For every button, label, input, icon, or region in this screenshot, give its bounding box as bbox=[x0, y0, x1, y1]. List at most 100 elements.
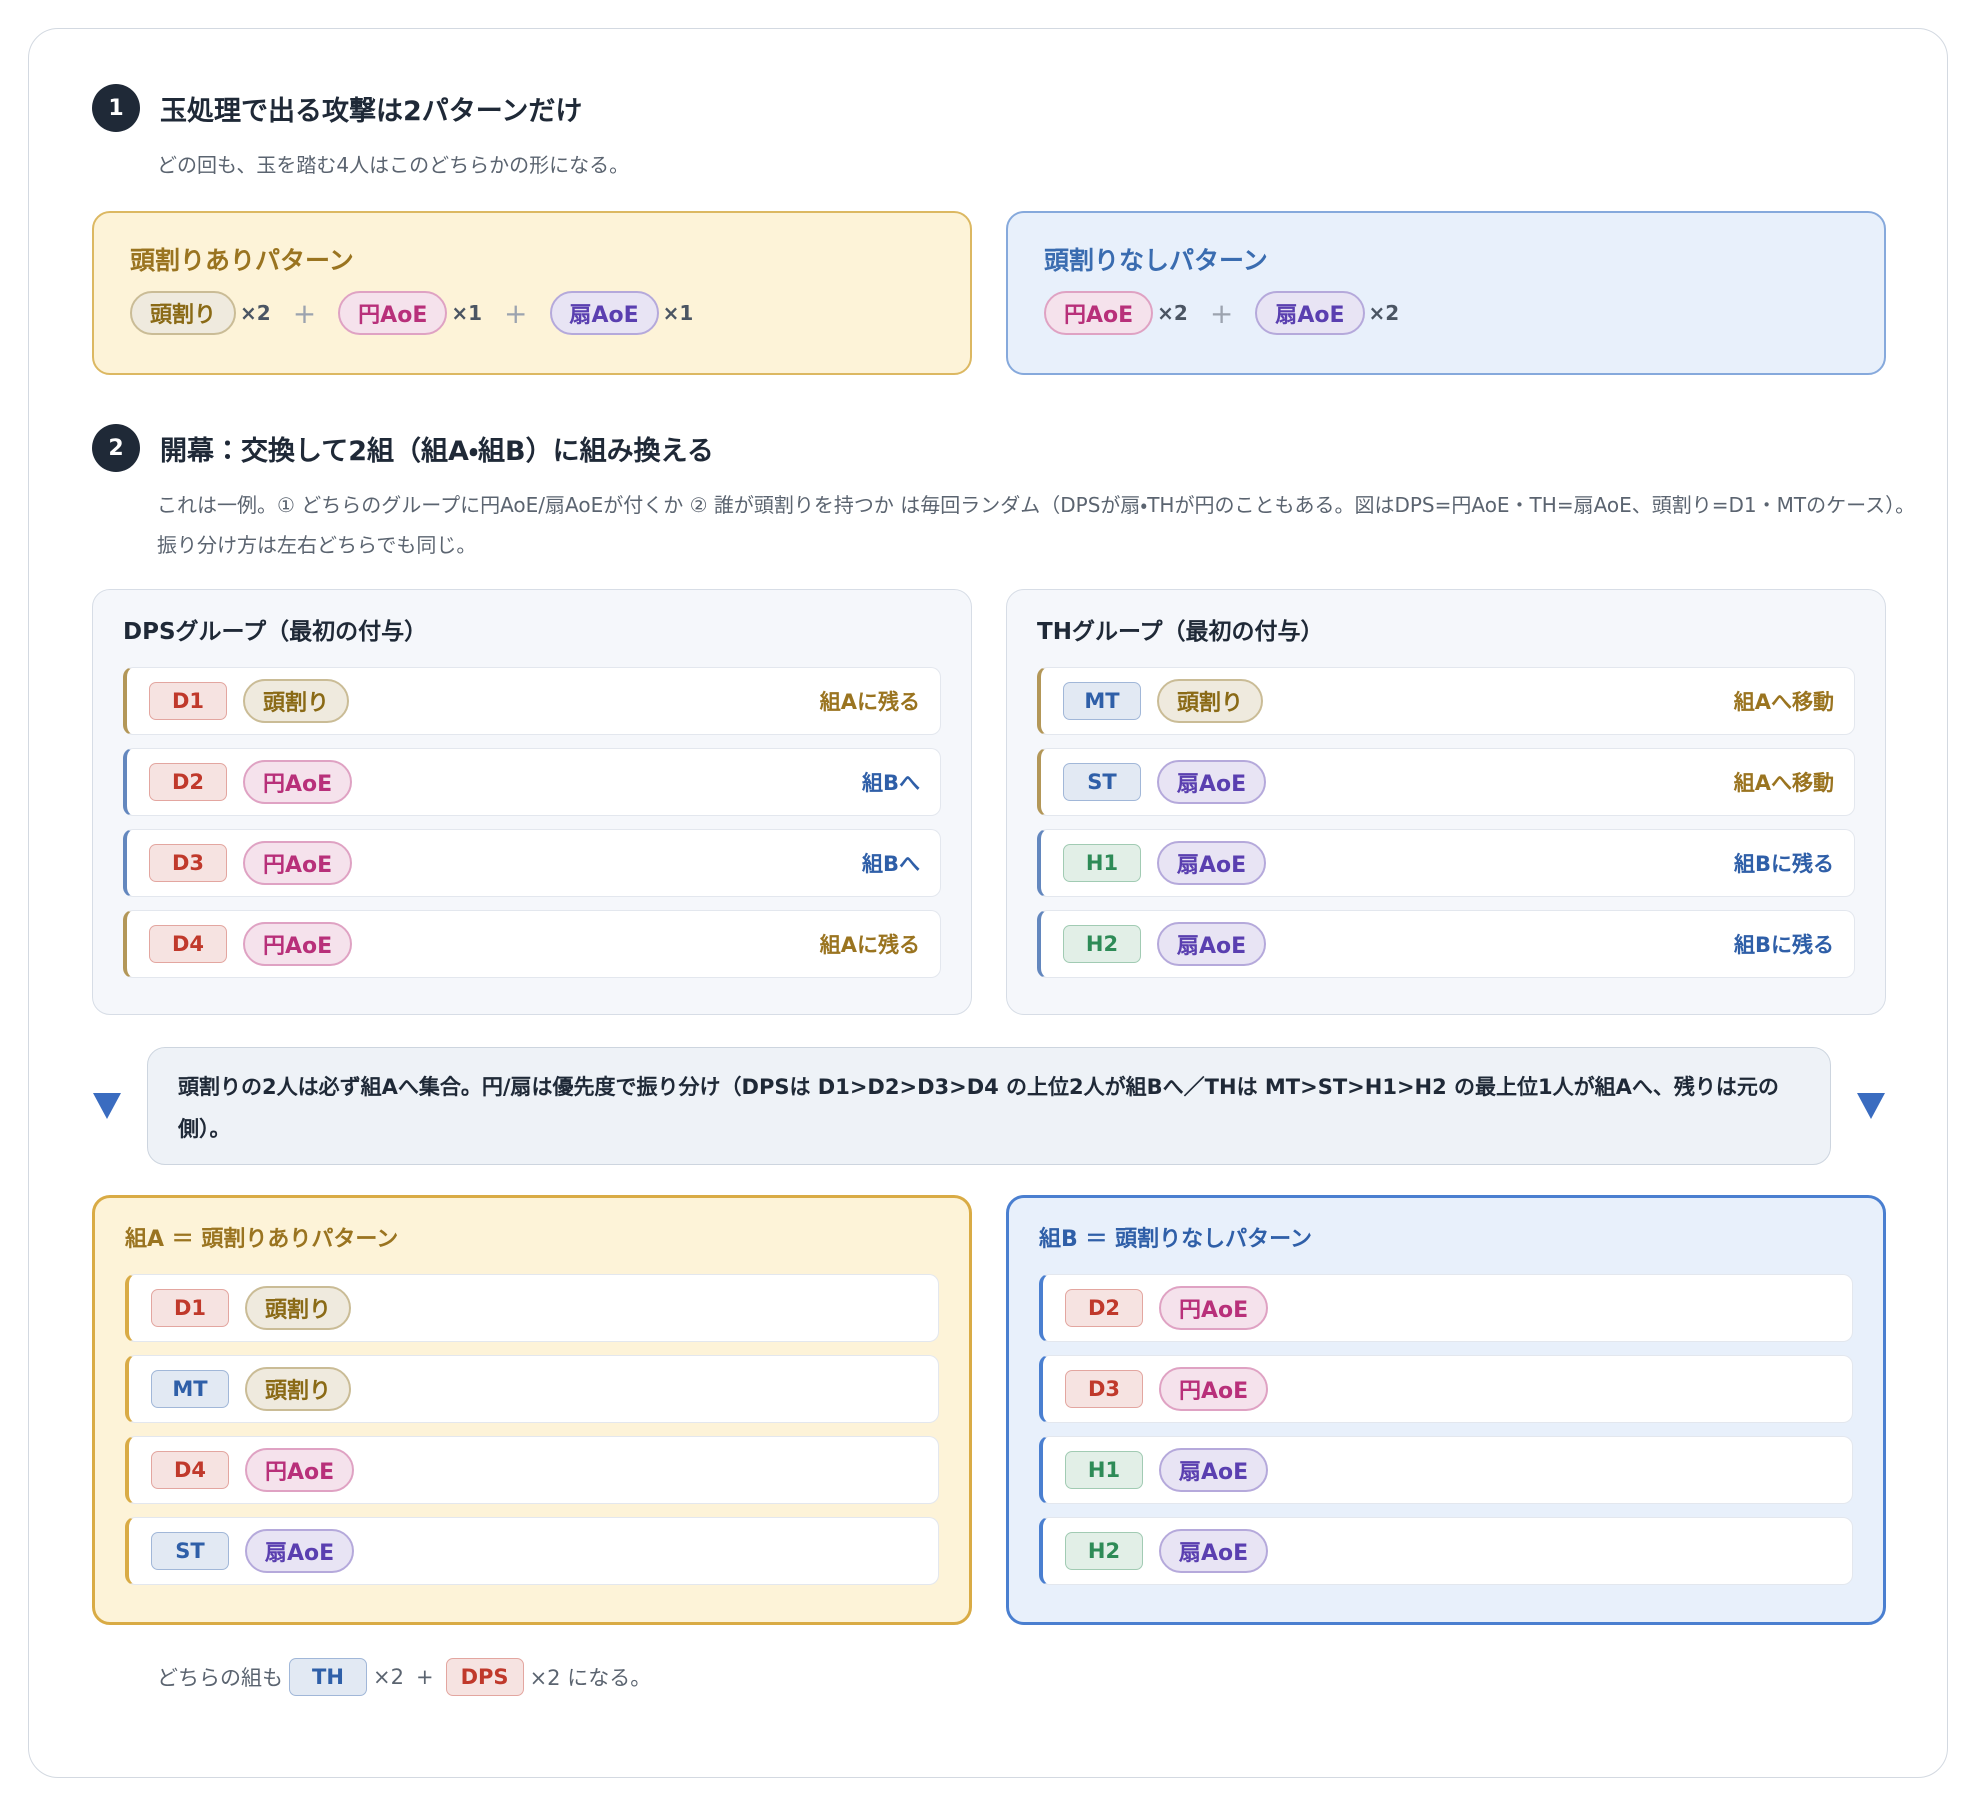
role-badge: H2 bbox=[1065, 1532, 1143, 1570]
tag-pill: 頭割り bbox=[130, 291, 237, 335]
assignment-row: H2 扇AoE 組Bに残る bbox=[1037, 910, 1855, 978]
role-badge: ST bbox=[1063, 763, 1141, 801]
role-badge: H2 bbox=[1063, 925, 1141, 963]
tag-pill: 円AoE bbox=[243, 922, 353, 966]
action-label: 組Bに残る bbox=[1733, 933, 1834, 957]
role-badge: TH bbox=[289, 1657, 367, 1696]
role-badge: D1 bbox=[149, 682, 227, 720]
arrow-left bbox=[93, 1093, 121, 1119]
action-label: 組Bに残る bbox=[1733, 852, 1834, 876]
count: ×1 bbox=[451, 301, 483, 325]
assignment-row: D4 円AoE 組Aに残る bbox=[123, 910, 941, 978]
role-badge: ST bbox=[151, 1532, 229, 1570]
action-label: 組Aへ移動 bbox=[1733, 690, 1834, 714]
role-badge: H1 bbox=[1063, 844, 1141, 882]
group-title: THグループ（最初の付与） bbox=[1037, 619, 1324, 645]
action-label: 組Bへ bbox=[861, 771, 920, 795]
footer-lead: どちらの組も bbox=[157, 1665, 283, 1690]
tag-pill: 円AoE bbox=[1044, 291, 1154, 335]
group-rows: MT 頭割り 組Aへ移動 ST 扇AoE 組Aへ移動 H1 扇AoE 組Bに残る H2 扇AoE 組B… bbox=[1037, 667, 1855, 978]
pattern-card: 頭割りありパターン 頭割り ×2 + 円AoE ×1 + 扇AoE ×1 bbox=[92, 211, 972, 375]
tag-pill: 円AoE bbox=[1159, 1367, 1269, 1411]
section-header: 1 玉処理で出る攻撃は2パターンだけ bbox=[92, 84, 582, 132]
assignment-row: MT 頭割り 組Aへ移動 bbox=[1037, 667, 1855, 735]
pattern-card: 頭割りなしパターン 円AoE ×2 + 扇AoE ×2 bbox=[1006, 211, 1886, 375]
pattern-title: 頭割りありパターン bbox=[130, 246, 354, 275]
role-badge: D4 bbox=[149, 925, 227, 963]
role-badge: D3 bbox=[149, 844, 227, 882]
step-number: 2 bbox=[92, 424, 140, 472]
assignment-row: D1 頭割り 組Aに残る bbox=[123, 667, 941, 735]
count: ×2 bbox=[373, 1664, 404, 1689]
group-rows: D1 頭割り 組Aに残る D2 円AoE 組Bへ D3 円AoE 組Bへ D4 円AoE 組Aに残る bbox=[123, 667, 941, 978]
action-label: 組Aへ移動 bbox=[1733, 771, 1834, 795]
action-label: 組Aに残る bbox=[819, 933, 920, 957]
role-badge: DPS bbox=[445, 1657, 524, 1696]
card: 1 玉処理で出る攻撃は2パターンだけどの回も、玉を踏む4人はこのどちらかの形になる… bbox=[28, 28, 1948, 1778]
assignment-row: D4 円AoE bbox=[125, 1436, 939, 1504]
tag-pill: 扇AoE bbox=[1159, 1448, 1269, 1492]
tag-pill: 頭割り bbox=[243, 679, 350, 723]
assignment-row: D1 頭割り bbox=[125, 1274, 939, 1342]
section-title: 開幕：交換して2組（組A・組B）に組み換える bbox=[160, 435, 714, 467]
plus-sign: + bbox=[415, 1664, 434, 1689]
group-title: DPSグループ（最初の付与） bbox=[123, 619, 428, 645]
pattern-title: 頭割りなしパターン bbox=[1044, 246, 1268, 275]
section-title: 玉処理で出る攻撃は2パターンだけ bbox=[160, 95, 583, 127]
tag-pill: 扇AoE bbox=[1157, 760, 1267, 804]
action-label: 組Bへ bbox=[861, 852, 920, 876]
pattern-formula: 円AoE ×2 + 扇AoE ×2 bbox=[1044, 291, 1848, 335]
assignment-row: MT 頭割り bbox=[125, 1355, 939, 1423]
tag-pill: 扇AoE bbox=[245, 1529, 355, 1573]
role-badge: D1 bbox=[151, 1289, 229, 1327]
team-rows: D2 円AoE D3 円AoE H1 扇AoE H2 扇AoE bbox=[1039, 1274, 1853, 1585]
assignment-row: ST 扇AoE bbox=[125, 1517, 939, 1585]
role-badge: MT bbox=[151, 1370, 229, 1408]
count: ×2 bbox=[240, 301, 271, 325]
team-title: 組A ＝ 頭割りありパターン bbox=[125, 1227, 399, 1252]
tag-pill: 頭割り bbox=[245, 1367, 352, 1411]
role-badge: D3 bbox=[1065, 1370, 1143, 1408]
section-note: これは一例。① どちらのグループに円AoE/扇AoEが付くか ② 誰が頭割りを持… bbox=[157, 493, 1916, 557]
tag-pill: 頭割り bbox=[1157, 679, 1264, 723]
assignment-row: H1 扇AoE 組Bに残る bbox=[1037, 829, 1855, 897]
rule-note: 頭割りの2人は必ず組Aへ集合。円/扇は優先度で振り分け（DPSは D1>D2>D… bbox=[147, 1047, 1831, 1165]
tag-pill: 扇AoE bbox=[1159, 1529, 1269, 1573]
group-card: THグループ（最初の付与） MT 頭割り 組Aへ移動 ST 扇AoE 組Aへ移動 H1 扇AoE… bbox=[1006, 589, 1886, 1015]
group-card: DPSグループ（最初の付与） D1 頭割り 組Aに残る D2 円AoE 組Bへ D3 円AoE 組… bbox=[92, 589, 972, 1015]
assignment-row: H1 扇AoE bbox=[1039, 1436, 1853, 1504]
tag-pill: 扇AoE bbox=[1255, 291, 1365, 335]
team-rows: D1 頭割り MT 頭割り D4 円AoE ST 扇AoE bbox=[125, 1274, 939, 1585]
count: ×1 bbox=[662, 301, 694, 325]
count: ×2 bbox=[1368, 301, 1400, 325]
role-badge: MT bbox=[1063, 682, 1141, 720]
role-badge: H1 bbox=[1065, 1451, 1143, 1489]
tag-pill: 扇AoE bbox=[549, 291, 659, 335]
tag-pill: 円AoE bbox=[243, 841, 353, 885]
tag-pill: 円AoE bbox=[338, 291, 448, 335]
section-header: 2 開幕：交換して2組（組A・組B）に組み換える bbox=[92, 424, 714, 472]
team-title: 組B ＝ 頭割りなしパターン bbox=[1039, 1227, 1312, 1252]
role-badge: D2 bbox=[1065, 1289, 1143, 1327]
assignment-row: D3 円AoE 組Bへ bbox=[123, 829, 941, 897]
assignment-row: ST 扇AoE 組Aへ移動 bbox=[1037, 748, 1855, 816]
role-badge: D4 bbox=[151, 1451, 229, 1489]
pattern-formula: 頭割り ×2 + 円AoE ×1 + 扇AoE ×1 bbox=[130, 291, 934, 335]
tag-pill: 円AoE bbox=[1159, 1286, 1269, 1330]
plus-sign: + bbox=[1209, 296, 1234, 330]
tag-pill: 扇AoE bbox=[1157, 841, 1267, 885]
count: ×2 になる。 bbox=[529, 1665, 652, 1690]
action-label: 組Aに残る bbox=[819, 690, 920, 714]
count: ×2 bbox=[1157, 301, 1188, 325]
tag-pill: 頭割り bbox=[245, 1286, 352, 1330]
assignment-row: H2 扇AoE bbox=[1039, 1517, 1853, 1585]
footer-note: どちらの組も TH ×2 + DPS ×2 になる。 bbox=[157, 1654, 651, 1699]
tag-pill: 円AoE bbox=[243, 760, 353, 804]
team-card: 組A ＝ 頭割りありパターン D1 頭割り MT 頭割り D4 円AoE ST 扇AoE bbox=[92, 1195, 972, 1625]
plus-sign: + bbox=[292, 296, 317, 330]
tag-pill: 扇AoE bbox=[1157, 922, 1267, 966]
tag-pill: 円AoE bbox=[245, 1448, 355, 1492]
assignment-row: D2 円AoE 組Bへ bbox=[123, 748, 941, 816]
section-note: どの回も、玉を踏む4人はこのどちらかの形になる。 bbox=[157, 153, 630, 177]
